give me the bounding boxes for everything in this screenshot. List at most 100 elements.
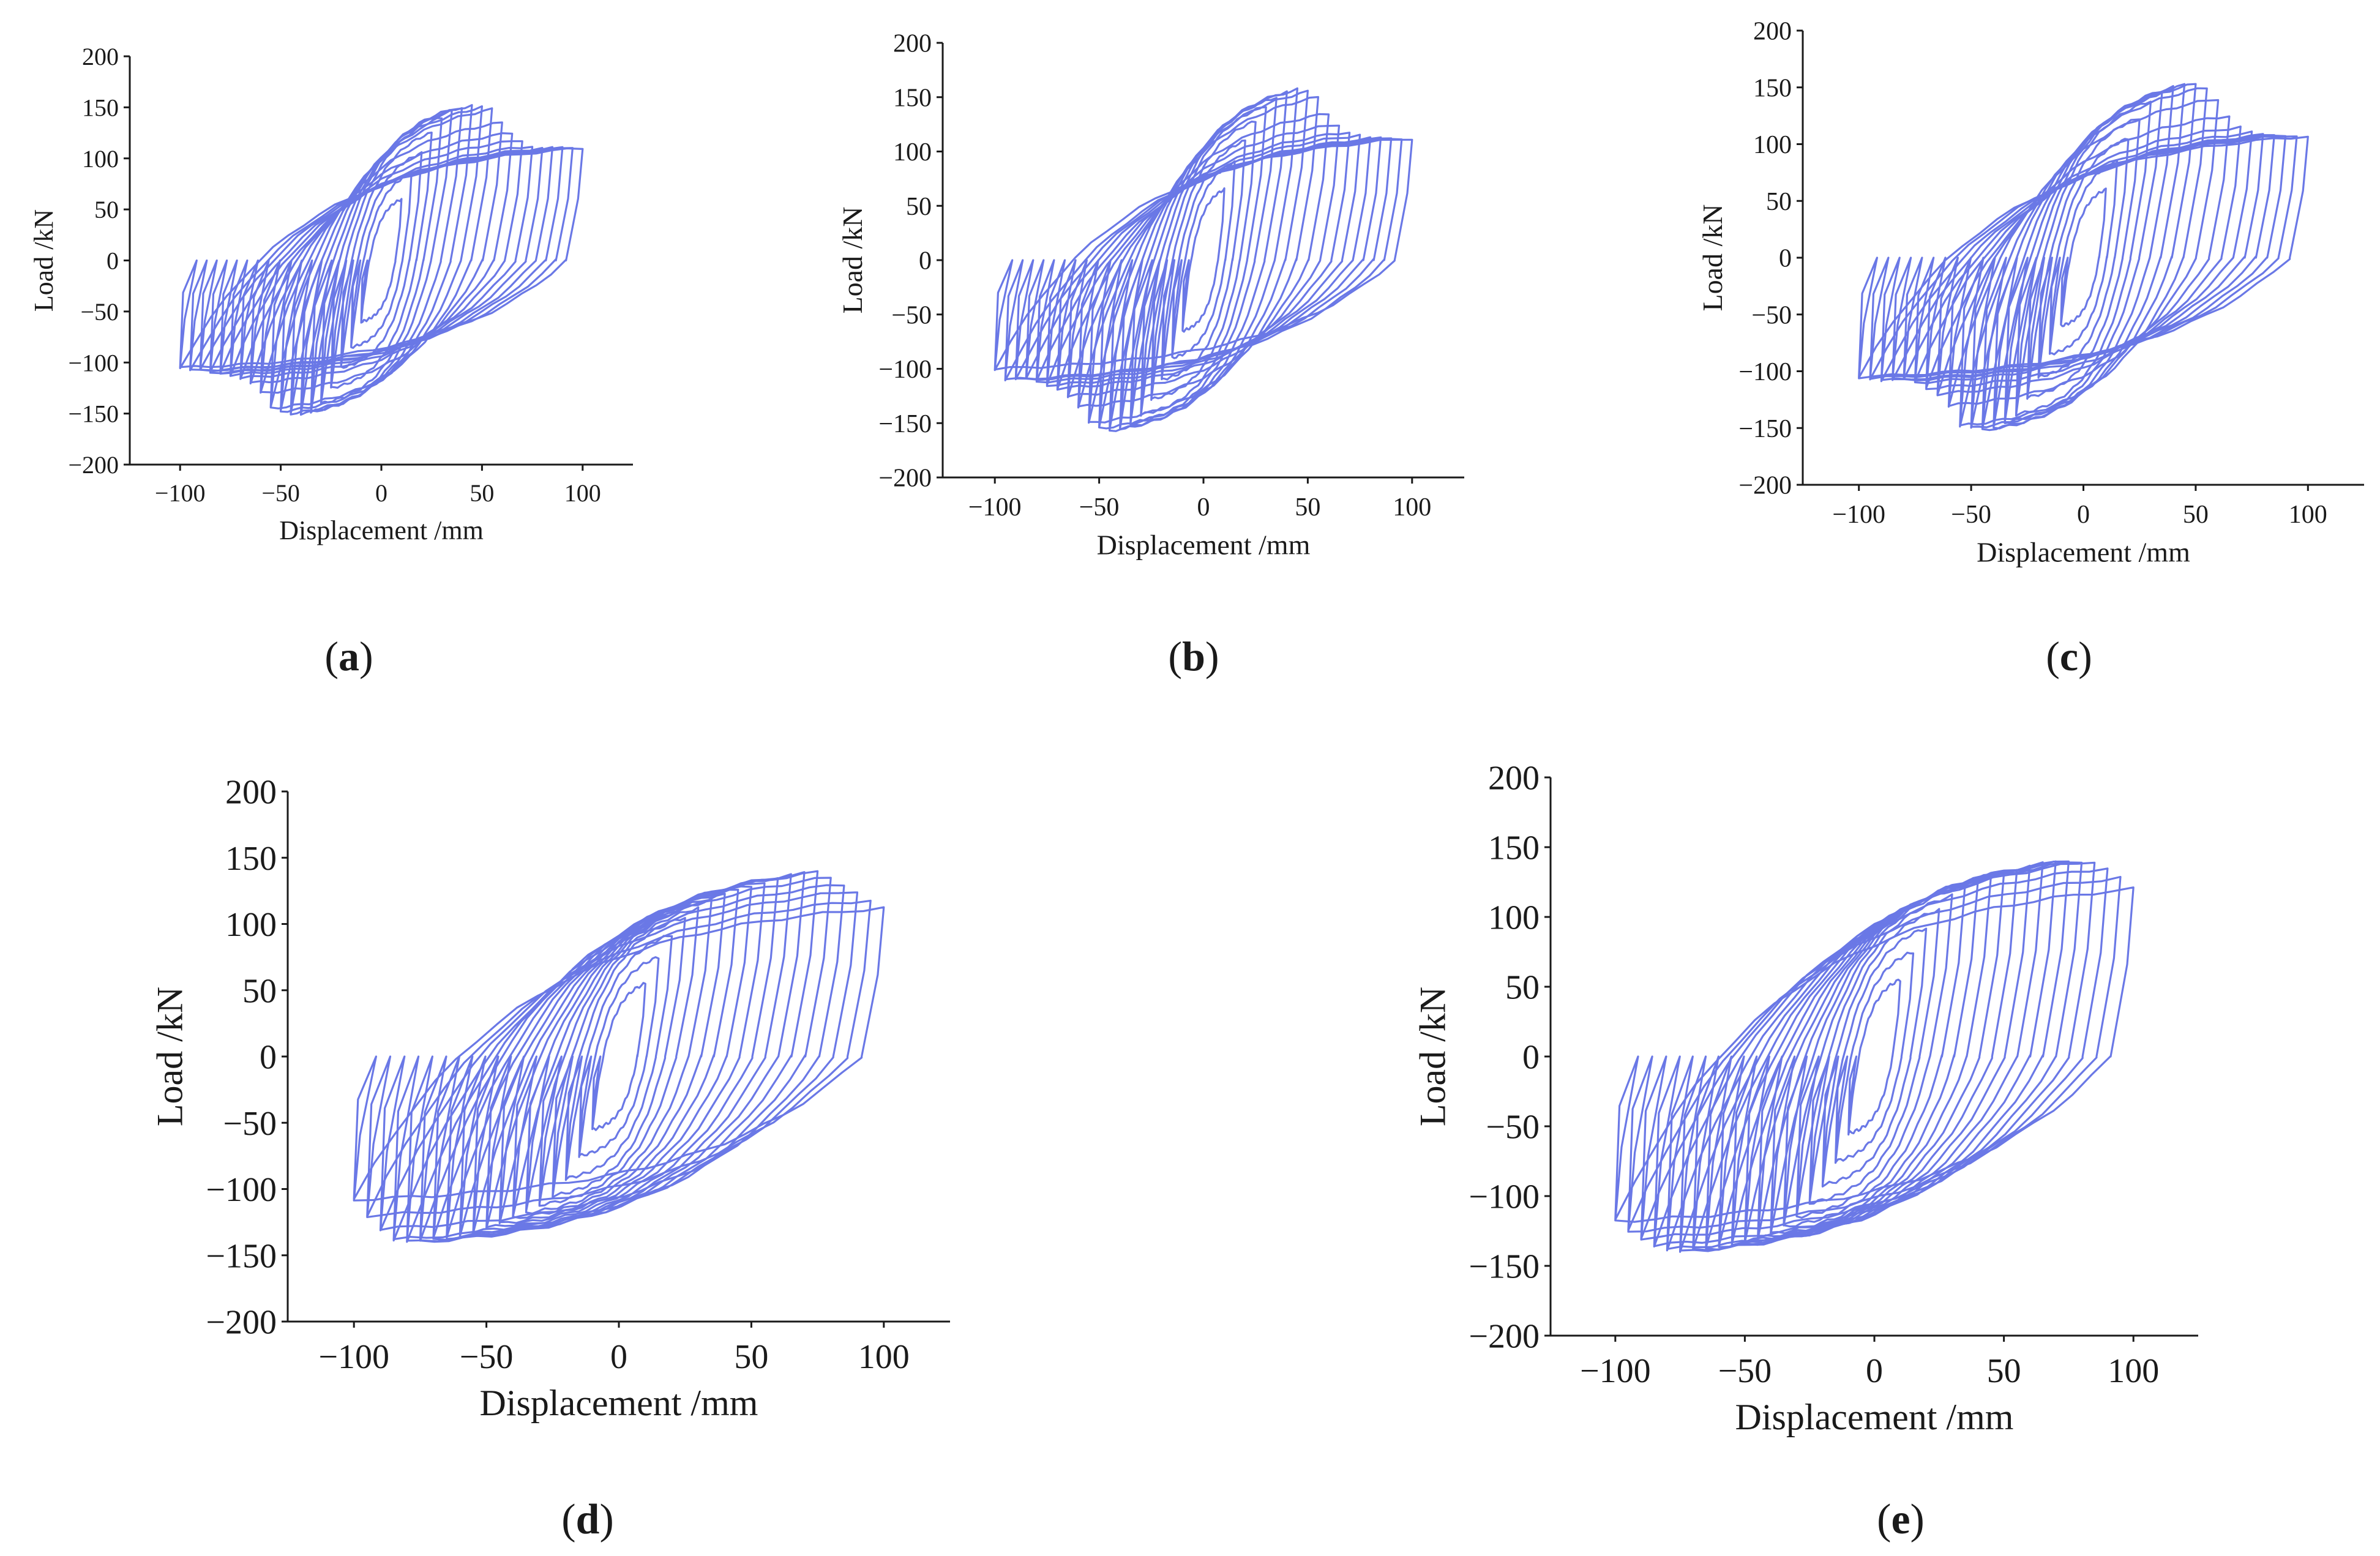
y-tick-label: 50 [906,193,932,221]
hysteresis-loop [379,891,859,1232]
hysteresis-loop [2048,160,2119,356]
y-axis-label: Load /kN [1697,204,1728,311]
chart-panel-b: 200 150 100 50 0 −50 −100 −150 −200 −100 −50 0 50 100… [837,30,1464,679]
hysteresis-loop [578,956,660,1158]
hysteresis-loop [994,138,1413,372]
y-tick-label: 200 [225,774,277,812]
hysteresis-loop [1004,138,1403,381]
y-tick-label: 150 [1753,74,1792,102]
x-tick-label: 100 [564,479,601,507]
hysteresis-loop [1757,875,1992,1241]
hysteresis-loop [290,104,473,416]
panel-caption: (b) [1168,633,1219,679]
hysteresis-loop [249,132,514,385]
x-axis-label: Displacement /mm [279,515,484,545]
hysteresis-loop [1834,951,1915,1164]
y-tick-label: −100 [1738,358,1792,386]
y-tick-label: −50 [1486,1109,1540,1146]
y-tick-label: −150 [206,1237,277,1275]
y-tick-label: 200 [893,30,932,58]
hysteresis-loop [406,877,832,1243]
y-tick-label: −200 [1469,1318,1540,1356]
hysteresis-loop [564,935,673,1181]
y-tick-label: −150 [878,410,932,438]
x-tick-label: −50 [261,479,300,507]
y-tick-label: 50 [242,972,277,1010]
chart-panel-c: 200 150 100 50 0 −50 −100 −150 −200 −100 −50 0 50 100… [1697,18,2364,679]
y-axis-label: Load /kN [29,209,59,312]
y-tick-label: −100 [1469,1178,1540,1216]
y-tick-label: 150 [225,840,277,878]
x-tick-label: −100 [1832,501,1885,529]
y-tick-label: 100 [1753,131,1792,159]
hysteresis-loop [189,147,574,372]
y-tick-label: 50 [1766,188,1792,216]
panel-caption-letter: c [2060,633,2078,679]
y-tick-label: 0 [919,247,932,275]
hysteresis-loop [2060,187,2107,327]
y-tick-label: 200 [1753,18,1792,46]
hysteresis-loop [1627,875,2122,1233]
x-axis-label: Displacement /mm [1977,537,2190,568]
y-tick-label: 100 [82,145,119,173]
y-tick-label: 150 [1488,829,1540,867]
hysteresis-loop [260,121,503,394]
x-tick-label: 0 [2077,501,2090,529]
x-axis-label: Displacement /mm [480,1383,758,1423]
y-axis-label: Load /kN [1413,987,1453,1126]
panel-caption-letter: d [576,1496,600,1543]
hysteresis-loop [1936,115,2231,397]
y-tick-label: −100 [68,349,119,376]
hysteresis-loop [330,132,433,389]
hysteresis-loop [1035,136,1372,384]
y-tick-label: 200 [82,43,119,70]
panel-caption: (e) [1877,1496,1925,1543]
y-tick-label: −200 [878,465,932,493]
y-tick-label: 150 [893,84,932,112]
x-tick-label: −50 [1079,493,1120,522]
x-axis-label: Displacement /mm [1735,1397,2014,1437]
hysteresis-loop [552,917,686,1199]
x-tick-label: −50 [1951,501,1991,529]
x-tick-label: 50 [1295,493,1320,522]
y-tick-label: −100 [878,356,932,384]
panel-caption: (a) [324,633,373,679]
hysteresis-loop [353,906,885,1202]
y-tick-label: 100 [1488,899,1540,937]
y-tick-label: 0 [1522,1039,1540,1077]
y-tick-label: −200 [1738,472,1792,500]
chart-panel-d: 200 150 100 50 0 −50 −100 −150 −200 −100 −50 0 50 100… [150,774,950,1543]
hysteresis-loop [1718,864,2031,1248]
y-tick-label: 50 [1505,969,1540,1007]
hysteresis-loop [360,198,403,324]
y-tick-label: −50 [891,301,932,329]
x-tick-label: 0 [1866,1352,1883,1390]
y-tick-label: 50 [94,196,119,223]
x-tick-label: −50 [1718,1352,1772,1390]
y-tick-label: 200 [1488,760,1540,798]
x-tick-label: 50 [470,479,494,507]
y-axis-label: Load /kN [837,206,868,313]
y-tick-label: 150 [82,94,119,121]
hysteresis-loop [1109,87,1298,432]
panel-caption: (c) [2046,633,2092,679]
x-tick-label: −100 [968,493,1022,522]
hysteresis-loop [1981,83,2186,432]
hysteresis-loop [1821,927,1928,1188]
y-tick-label: −200 [206,1304,277,1342]
hysteresis-loop [1098,89,1309,430]
panel-caption-letter: e [1891,1496,1910,1543]
x-tick-label: 100 [1393,493,1431,522]
chart-panel-a: 200 150 100 50 0 −50 −100 −150 −200 −100 −50 0 50 100… [29,43,633,679]
y-tick-label: 100 [893,138,932,166]
y-tick-label: −150 [68,400,119,428]
y-axis-label: Load /kN [150,987,190,1126]
hysteresis-loop [1640,867,2109,1241]
x-tick-label: 0 [610,1338,627,1376]
y-tick-label: −100 [206,1171,277,1209]
hysteresis-loop [1947,99,2220,408]
hysteresis-loop [1181,187,1226,333]
hysteresis-loop [591,982,646,1131]
y-tick-label: −200 [68,451,119,479]
